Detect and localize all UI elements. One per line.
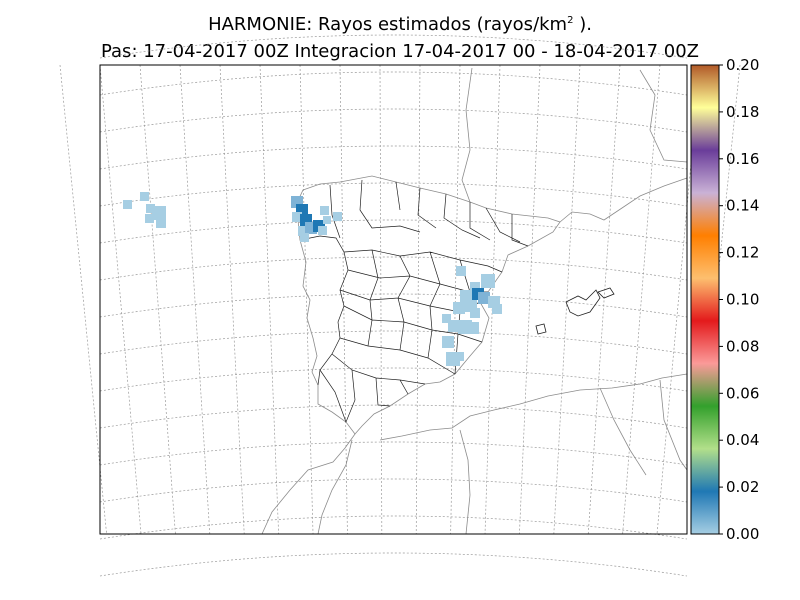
colorbar-tick-label: 0.12 [726, 244, 759, 262]
lightning-cell [453, 302, 465, 314]
graticule-meridian [99, 64, 142, 535]
lightning-field [123, 192, 502, 366]
river-africa [317, 387, 647, 535]
colorbar-tick-label: 0.08 [726, 337, 759, 355]
island-mallorca [565, 289, 601, 317]
colorbar-tick-label: 0.18 [726, 103, 759, 121]
graticule-meridian [59, 64, 107, 535]
title-suffix: ). [573, 14, 592, 35]
title-superscript: 2 [567, 15, 574, 26]
lightning-cell [323, 216, 331, 224]
chart-title-line1: HARMONIE: Rayos estimados (rayos/km2 ). [0, 14, 800, 35]
lightning-cell [292, 212, 302, 222]
colorbar-tick-label: 0.00 [726, 525, 759, 543]
lightning-cell [320, 206, 329, 215]
lightning-cell [318, 226, 327, 235]
lightning-cell [456, 266, 466, 276]
graticule-meridian [656, 64, 701, 535]
provinces-center [339, 249, 503, 375]
lightning-cell [442, 314, 451, 323]
graticule-parallel [99, 552, 688, 577]
coastline-iberia-west [295, 175, 561, 435]
title-text: HARMONIE: Rayos estimados (rayos/km [208, 14, 568, 35]
map-frame [99, 64, 688, 535]
coast-north-africa-east [659, 379, 688, 471]
lightning-cell [333, 212, 342, 221]
lightning-cell [470, 282, 480, 292]
lightning-cell [481, 274, 495, 288]
lightning-cell [470, 308, 480, 318]
colorbar-tick-label: 0.16 [726, 150, 759, 168]
border-portugal-spain [299, 235, 349, 386]
balearic-islands [535, 287, 615, 335]
lightning-cell [442, 336, 454, 348]
island-menorca [597, 287, 615, 299]
colorbar-tick-label: 0.20 [726, 56, 759, 74]
lightning-cell [300, 233, 309, 242]
lightning-cell [492, 304, 502, 314]
lightning-cell [298, 226, 308, 236]
graticule-meridian [622, 64, 661, 535]
lightning-cell [152, 206, 166, 220]
province-borders [299, 179, 529, 423]
chart-title-line2: Pas: 17-04-2017 00Z Integracion 17-04-20… [100, 41, 699, 62]
map-area [59, 34, 741, 577]
lightning-cell [145, 214, 154, 223]
colorbar: 0.00 0.02 0.04 0.06 0.08 0.10 0.12 0.14 0.16 0.18… [690, 56, 759, 543]
colorbar-tick-label: 0.04 [726, 431, 759, 449]
provinces-north [329, 179, 529, 247]
graticule-parallel [99, 34, 688, 59]
colorbar-ticks: 0.00 0.02 0.04 0.06 0.08 0.10 0.12 0.14 0.16 0.18… [719, 56, 759, 543]
lightning-cell [467, 322, 479, 334]
coastline-africa [261, 373, 688, 535]
colorbar-tick-label: 0.14 [726, 197, 759, 215]
colorbar-tick-label: 0.02 [726, 478, 759, 496]
map-background [100, 65, 687, 534]
lightning-cell [123, 200, 132, 209]
island-ibiza [535, 323, 547, 335]
provinces-south [319, 337, 456, 423]
colorbar-tick-label: 0.10 [726, 291, 759, 309]
colorbar-tick-label: 0.06 [726, 384, 759, 402]
colorbar-gradient [691, 65, 719, 534]
lightning-cell [146, 204, 155, 213]
coastline-france [461, 67, 688, 223]
lightning-cell [140, 192, 149, 201]
coastline [261, 67, 688, 535]
lightning-cell [455, 352, 464, 361]
lightning-cell [478, 292, 490, 304]
lightning-cell [156, 218, 166, 228]
